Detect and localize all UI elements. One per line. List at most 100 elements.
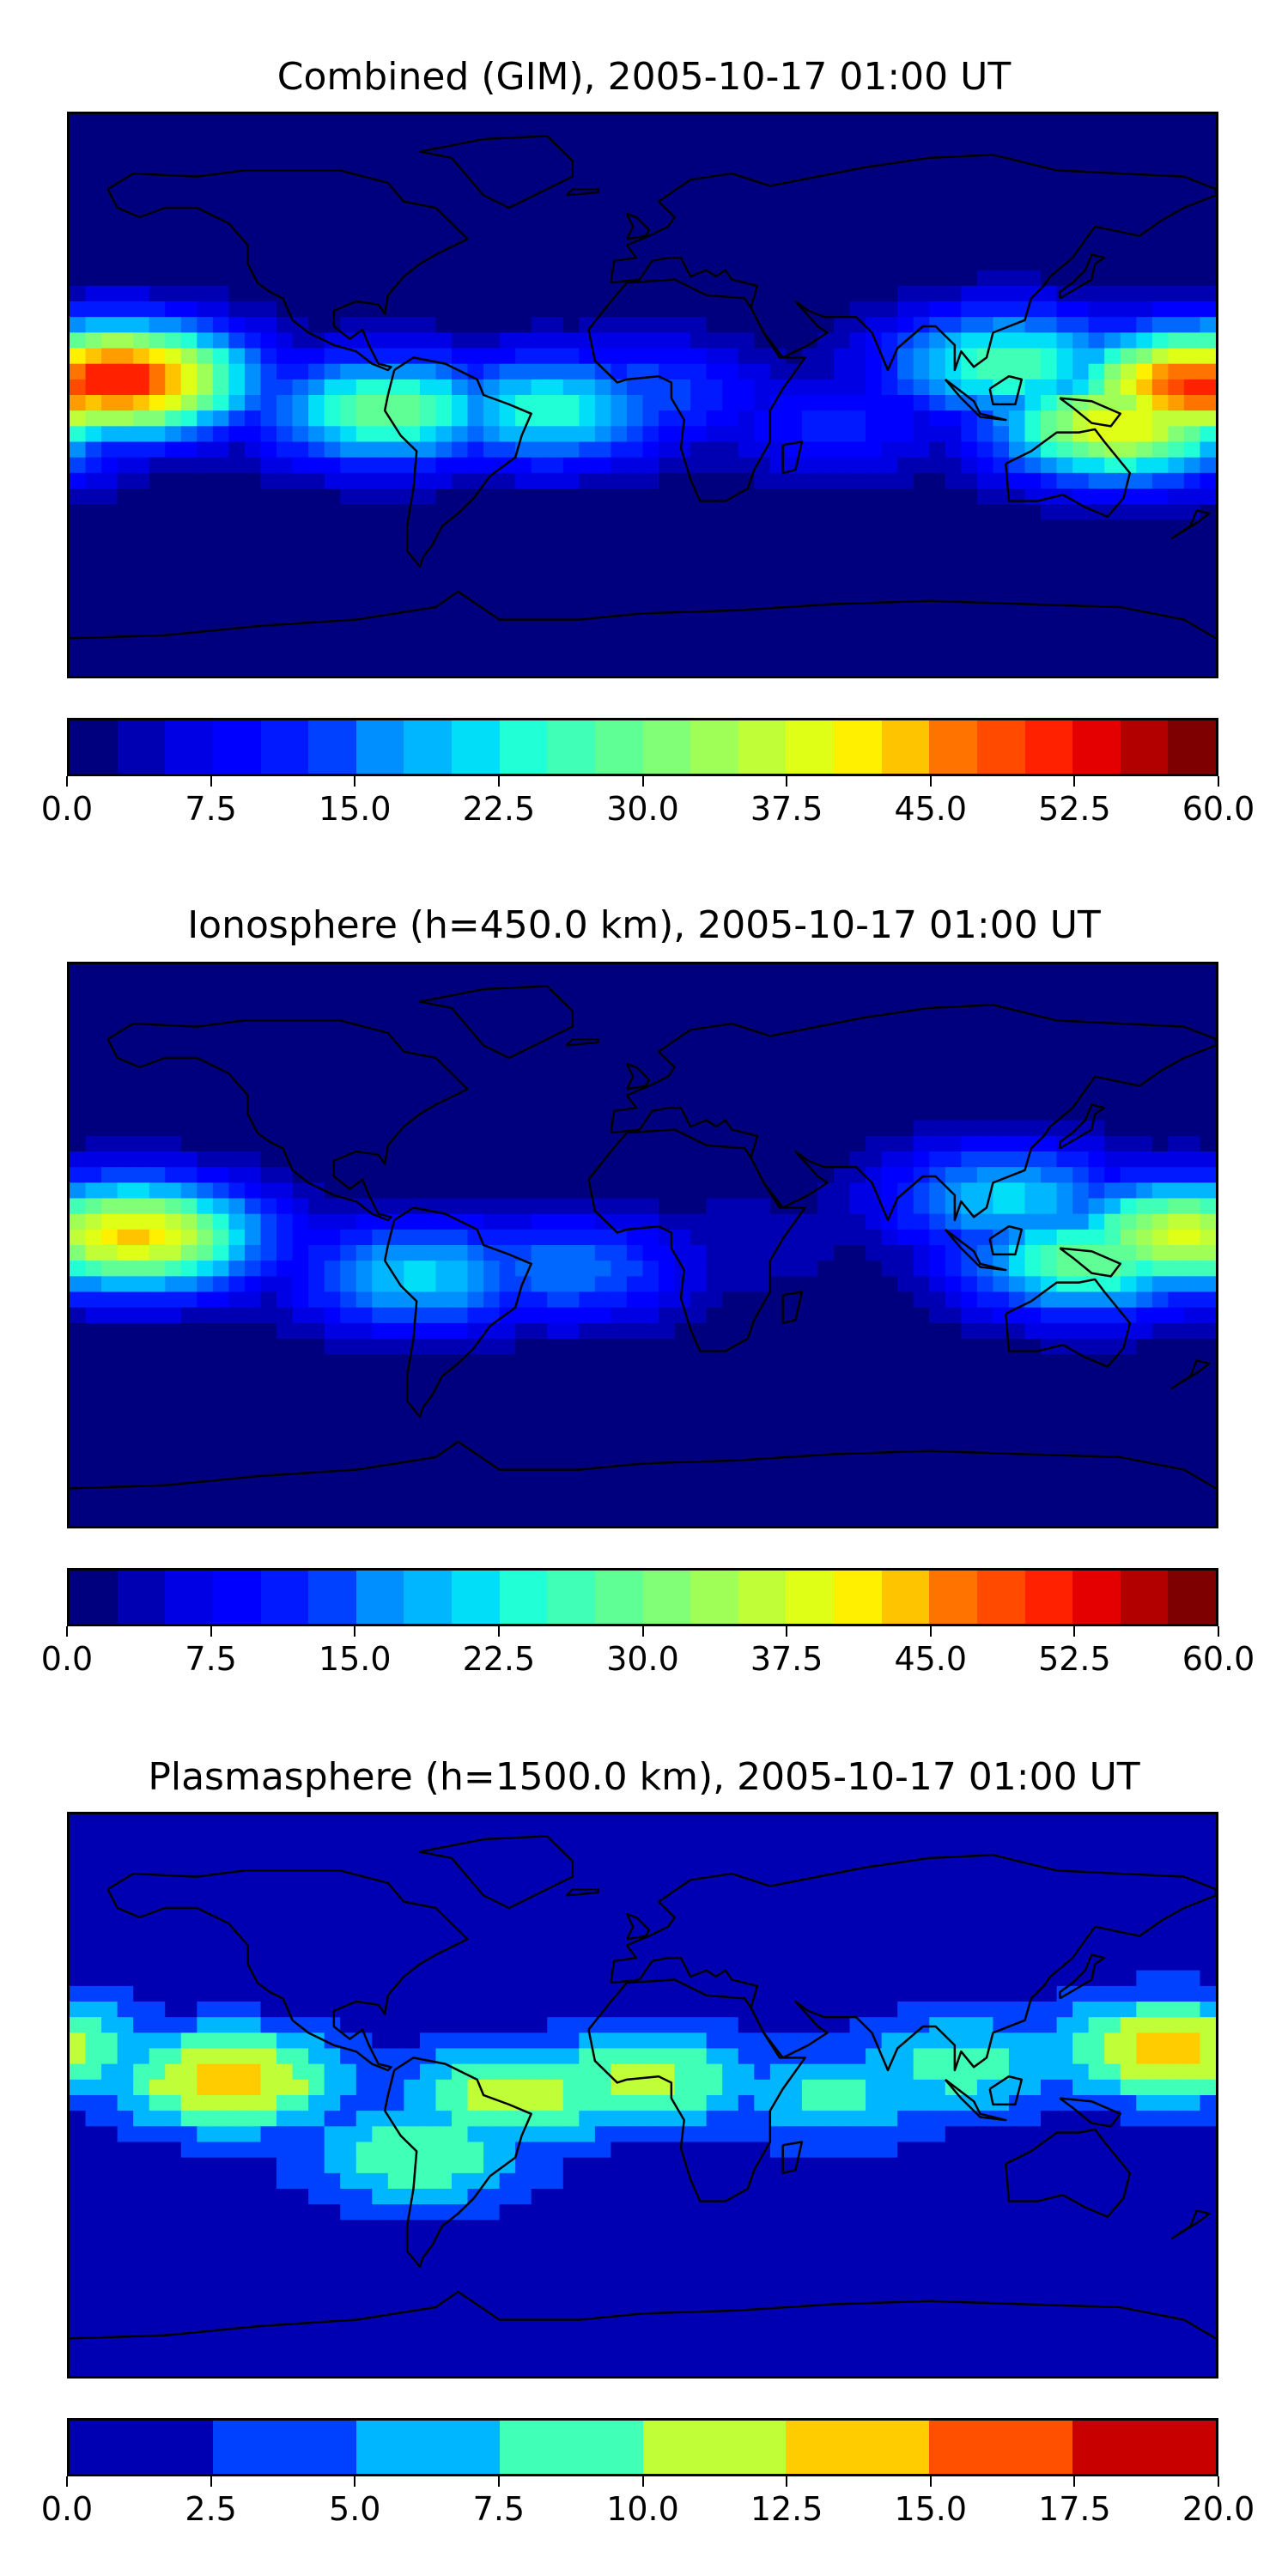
tec-cell [579,1011,596,1028]
tec-cell [801,1322,819,1340]
tec-cell [881,1089,898,1106]
tec-cell [133,1182,150,1200]
tec-cell [562,1151,580,1168]
tec-cell [467,1042,484,1059]
tec-cell [866,426,883,443]
tec-cell [642,1026,659,1043]
tec-cell [706,239,723,256]
tec-cell [70,395,87,411]
tec-cell [260,582,277,598]
tec-cell [452,1151,469,1168]
tec-cell [738,472,755,489]
tec-cell [308,995,325,1012]
tec-cell [706,223,723,240]
tec-cell [1008,395,1026,411]
tec-cell [834,1058,851,1074]
tec-cell [562,1370,580,1387]
tec-cell [913,1339,930,1355]
tec-cell [419,254,437,271]
tec-cell [531,379,548,396]
tec-cell [276,1026,294,1043]
tec-cell [276,535,294,552]
tec-cell [435,1229,453,1246]
tec-cell [611,363,628,380]
tec-cell [499,613,516,630]
tec-cell [690,1104,708,1121]
tec-cell [642,145,659,162]
tec-cell [483,254,501,271]
tec-cell [1168,629,1185,646]
tec-cell [180,1307,197,1324]
tec-cell [1168,239,1185,256]
tec-cell [547,1167,564,1183]
tec-cell [993,1073,1010,1090]
tec-cell [133,535,150,552]
tec-cell [1136,1213,1153,1230]
tec-cell [1088,582,1105,598]
tec-cell [754,239,771,256]
tec-cell [993,1448,1010,1464]
tec-cell [834,208,851,224]
tec-cell [531,535,548,552]
tec-cell [101,1354,118,1370]
tec-cell [467,254,484,271]
tec-cell [690,1167,708,1183]
tec-cell [483,1463,501,1480]
tec-cell [419,504,437,520]
tec-cell [1151,1026,1169,1043]
tec-cell [786,208,803,224]
tec-cell [976,1291,994,1309]
tec-cell [276,964,294,981]
tec-cell [913,441,930,459]
tec-cell [531,629,548,646]
tec-cell [149,1354,166,1370]
tec-cell [674,1385,691,1402]
tec-cell [961,964,978,981]
tec-cell [945,410,962,427]
tec-cell [180,1182,197,1200]
tec-cell [929,395,946,411]
tec-cell [1151,1291,1169,1309]
tec-cell [993,659,1010,676]
tec-cell [70,1104,87,1121]
tec-cell [562,1339,580,1355]
tec-cell [881,239,898,256]
tec-cell [117,1291,134,1309]
tec-cell [929,1198,946,1215]
tec-cell [786,995,803,1012]
coastline [1170,509,1211,540]
tec-cell [70,1213,87,1230]
tec-cell [834,598,851,614]
tec-cell [1136,191,1153,209]
tec-cell [642,317,659,333]
tec-cell [1041,254,1058,271]
tec-cell [1104,980,1121,996]
tec-cell [1041,1370,1058,1387]
tec-cell [547,1370,564,1387]
tec-cell [531,582,548,598]
tec-cell [165,629,182,646]
tec-cell [738,1182,755,1200]
tec-cell [355,1322,373,1340]
tec-cell [706,504,723,520]
tec-cell [1041,379,1058,396]
tec-cell [706,1416,723,1433]
tec-cell [197,1448,214,1464]
tec-cell [1183,1011,1201,1028]
tec-cell [929,332,946,349]
tec-cell [659,489,676,505]
tec-cell [611,1432,628,1449]
tec-cell [801,1089,819,1106]
tec-cell [387,659,404,676]
tec-cell [754,550,771,568]
tec-cell [324,1322,341,1340]
tec-cell [117,1448,134,1464]
tec-cell [1008,1026,1026,1043]
tec-cell [690,1385,708,1402]
tec-cell [180,332,197,349]
tec-cell [467,659,484,676]
tec-cell [929,317,946,333]
tec-cell [133,1135,150,1152]
tec-cell [355,1073,373,1090]
tec-cell [738,395,755,411]
